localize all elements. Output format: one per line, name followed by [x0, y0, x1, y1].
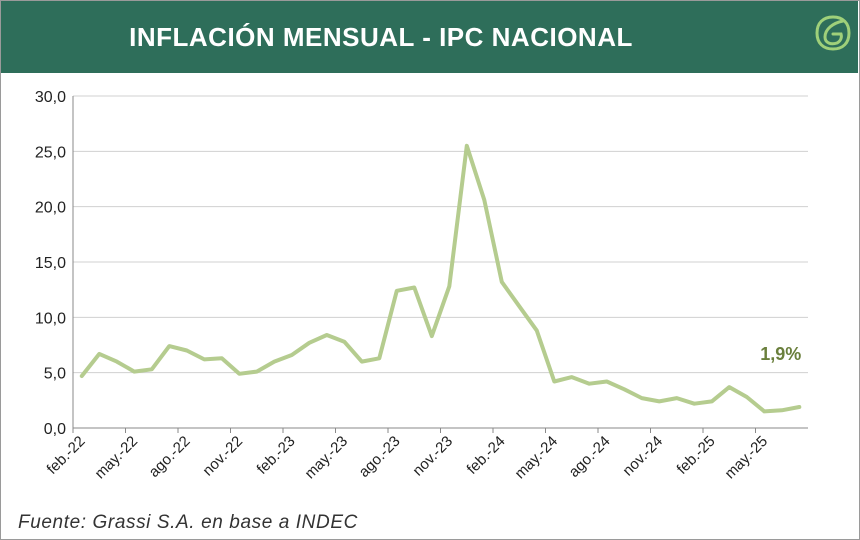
x-tick-label: nov.-24: [619, 433, 666, 480]
x-tick-label: feb.-23: [254, 433, 299, 478]
x-tick-label: ago.-23: [356, 433, 404, 481]
annotations: 1,9%: [760, 344, 801, 364]
x-tick-label: ago.-24: [566, 433, 614, 481]
x-tick-label: may.-22: [92, 433, 142, 483]
y-tick-label: 25,0: [35, 144, 66, 161]
grid-lines: [73, 95, 808, 429]
y-tick-label: 20,0: [35, 200, 66, 217]
x-tick-label: nov.-23: [409, 433, 456, 480]
line-chart: 0,05,010,015,020,025,030,0 feb.-22 may.-2…: [35, 89, 808, 483]
x-tick-label: may.-24: [512, 433, 562, 483]
y-tick-label: 0,0: [44, 421, 66, 438]
y-axis: 0,0 5,0 10,0 15,0 20,0 25,0 30,0: [35, 89, 74, 438]
series-ipc: [79, 143, 802, 414]
y-tick-label: 5,0: [44, 366, 66, 383]
x-tick-label: ago.-22: [146, 433, 194, 481]
leaf-g-logo-icon: [815, 15, 851, 51]
x-axis: feb.-22 may.-22 ago.-22 nov.-22 feb.-23 may.-…: [44, 427, 808, 483]
header-bar: INFLACIÓN MENSUAL - IPC NACIONAL: [1, 1, 858, 73]
x-tick-label: feb.-24: [464, 433, 509, 478]
source-note: Fuente: Grassi S.A. en base a INDEC: [18, 512, 358, 533]
y-tick-label: 15,0: [35, 255, 66, 272]
series-line: [79, 143, 802, 414]
y-tick-label: 10,0: [35, 310, 66, 327]
x-tick-label: feb.-25: [674, 433, 719, 478]
chart-title: INFLACIÓN MENSUAL - IPC NACIONAL: [129, 22, 633, 52]
x-tick-label: feb.-22: [44, 433, 89, 478]
last-value-label: 1,9%: [760, 344, 801, 364]
x-tick-label: nov.-22: [199, 433, 246, 480]
x-tick-label: may.-23: [302, 433, 352, 483]
x-tick-label: may.-25: [722, 433, 772, 483]
y-tick-label: 30,0: [35, 89, 66, 106]
